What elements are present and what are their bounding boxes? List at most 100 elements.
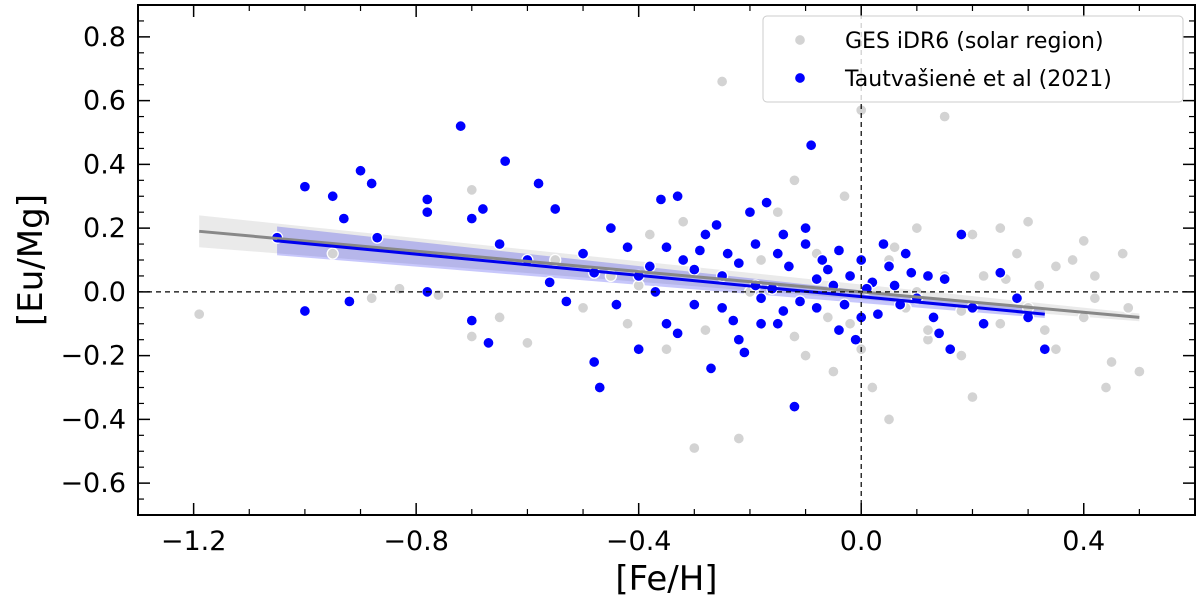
y-tick-label: −0.2 [60, 341, 126, 372]
series-1-point-81 [793, 295, 807, 308]
series-1-point-50 [799, 237, 812, 251]
series-0-point-53 [1099, 381, 1113, 394]
series-1-point-52 [810, 301, 823, 314]
series-1-point-33 [660, 317, 673, 330]
series-0-point-55 [1038, 323, 1051, 337]
series-1-point-5 [343, 295, 356, 308]
series-1-point-103 [832, 244, 846, 257]
series-0-point-29 [955, 349, 968, 362]
y-axis-title: [Eu/Mg] [11, 194, 51, 326]
series-0-point-13 [715, 75, 729, 88]
series-1-point-100 [749, 237, 762, 251]
series-1-point-75 [660, 241, 673, 254]
series-1-point-27 [593, 381, 606, 394]
series-1-point-66 [938, 272, 951, 286]
series-0-point-18 [799, 349, 812, 362]
series-0-point-31 [977, 269, 990, 283]
series-1-point-80 [771, 247, 784, 260]
series-0-point-6 [576, 301, 590, 314]
series-1-point-78 [732, 257, 745, 270]
series-1-point-22 [549, 202, 562, 216]
series-1-point-9 [421, 193, 434, 206]
x-tick-label: 0.4 [1062, 526, 1105, 557]
y-tick-label: 0.6 [83, 86, 126, 117]
series-1-point-31 [643, 260, 656, 273]
legend-marker-0 [793, 33, 807, 47]
series-0-point-16 [771, 206, 784, 219]
series-1-point-32 [654, 193, 668, 206]
series-1-point-99 [727, 314, 740, 327]
series-1-point-88 [610, 298, 623, 311]
series-0-point-47 [843, 317, 857, 330]
series-0-point-10 [660, 343, 673, 356]
series-1-point-93 [799, 221, 812, 235]
series-0-point-2 [465, 330, 478, 343]
series-0-point-65 [326, 247, 339, 260]
series-1-point-62 [899, 247, 912, 260]
series-0-point-39 [1088, 269, 1102, 283]
x-tick-label: −1.2 [161, 526, 227, 557]
series-1-point-84 [871, 308, 885, 321]
x-tick-label: 0.0 [840, 526, 883, 557]
series-1-point-4 [337, 212, 350, 225]
series-0-point-32 [994, 317, 1007, 330]
series-1-point-14 [465, 212, 478, 225]
series-0-point-21 [838, 190, 851, 203]
series-0-point-23 [866, 381, 879, 394]
series-1-point-24 [576, 247, 590, 260]
series-0-point-67 [921, 323, 935, 337]
series-1-point-3 [326, 190, 339, 203]
series-0-point-42 [1133, 365, 1146, 378]
series-1-point-37 [699, 228, 712, 241]
series-1-point-90 [710, 218, 723, 232]
series-0-point-11 [677, 215, 690, 228]
series-0-point-14 [732, 432, 745, 445]
series-1-point-95 [877, 237, 890, 251]
series-1-point-7 [365, 177, 378, 190]
series-1-point-94 [849, 333, 862, 346]
series-0-point-51 [1088, 292, 1102, 305]
series-0-point-59 [821, 311, 834, 324]
x-tick-label: −0.4 [606, 526, 672, 557]
series-1-point-74 [1038, 343, 1051, 356]
series-1-point-56 [843, 269, 857, 283]
series-1-point-70 [977, 317, 990, 330]
series-1-point-86 [905, 266, 918, 279]
series-1-point-26 [588, 355, 601, 369]
series-0-point-0 [193, 308, 206, 321]
series-0-point-20 [827, 365, 840, 378]
series-0-point-41 [1122, 301, 1135, 314]
series-1-point-35 [677, 253, 690, 267]
series-0-point-37 [1066, 253, 1079, 267]
series-1-point-29 [621, 241, 634, 254]
series-1-point-98 [693, 244, 707, 257]
series-1-point-23 [560, 295, 573, 308]
series-1-point-17 [493, 237, 506, 251]
legend-label-1: Tautvašienė et al (2021) [844, 67, 1112, 92]
y-tick-label: 0.8 [83, 22, 126, 53]
y-tick-label: −0.4 [60, 404, 126, 435]
series-0-point-35 [1033, 279, 1046, 292]
x-axis-title: [Fe/H] [615, 559, 717, 599]
series-1-point-18 [499, 155, 512, 168]
y-tick-label: 0.2 [83, 213, 126, 244]
axes: −1.2 −0.8 −0.4 0.0 0.4 −0.6 −0.4 −0.2 0.0 0.2 0.4 0… [11, 4, 1196, 599]
series-0-point-49 [1021, 215, 1035, 228]
series-0-point-54 [1077, 234, 1090, 248]
series-0-point-26 [910, 221, 923, 235]
series-1-point-85 [888, 279, 901, 292]
series-1-point-72 [1010, 292, 1024, 305]
series-1-point-1 [298, 180, 312, 193]
legend-label-0: GES iDR6 (solar region) [845, 29, 1104, 54]
series-1-point-77 [715, 301, 729, 314]
series-1-point-49 [788, 400, 801, 413]
series-1-point-68 [955, 228, 968, 241]
series-1-point-34 [671, 190, 684, 203]
x-tick-label: −0.8 [383, 526, 449, 557]
series-0-point-9 [643, 228, 656, 241]
data-points [193, 75, 1146, 455]
series-0-point-44 [966, 390, 979, 404]
series-0-point-17 [788, 174, 801, 187]
series-0-point-30 [966, 228, 979, 241]
series-1-point-12 [454, 119, 467, 133]
